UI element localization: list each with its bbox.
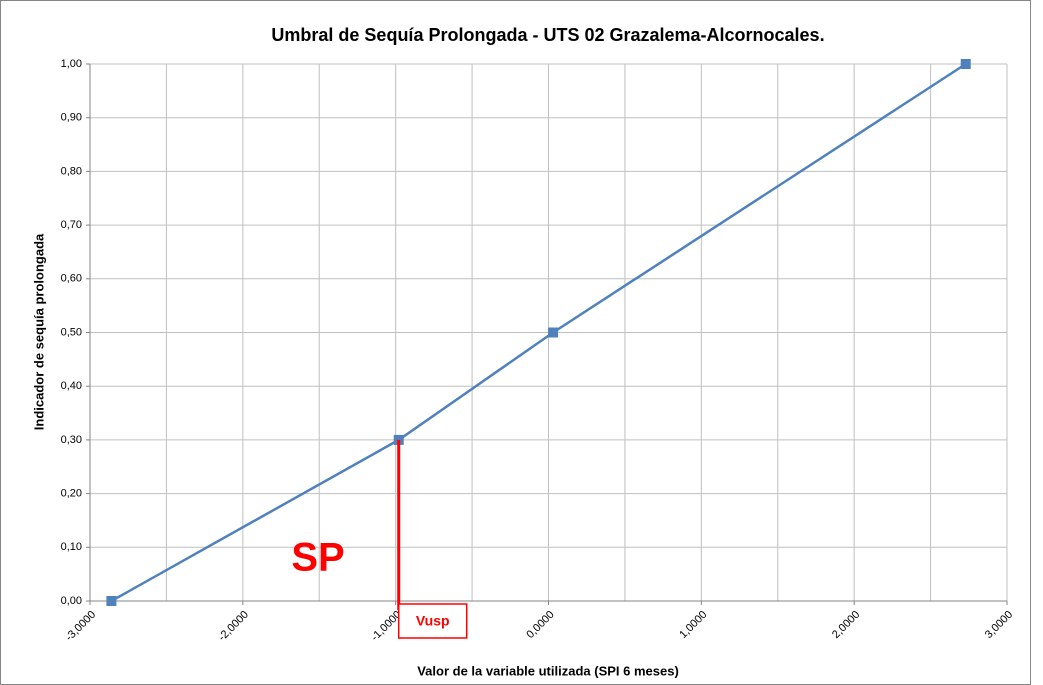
series-marker: [548, 327, 559, 338]
y-tick-label: 0,80: [61, 165, 82, 177]
y-tick-label: 0,10: [61, 541, 82, 553]
y-axis-label: Indicador de sequía prolongada: [31, 233, 46, 430]
y-tick-label: 0,00: [61, 595, 82, 607]
series-marker: [960, 59, 971, 69]
y-tick-label: 0,90: [61, 112, 82, 124]
y-tick-label: 0,20: [61, 488, 82, 500]
y-tick-label: 0,60: [61, 273, 82, 285]
annotation-box: [397, 603, 468, 639]
series-line: [110, 62, 967, 603]
y-tick-label: 0,50: [61, 326, 82, 338]
y-tick-label: 0,70: [61, 219, 82, 231]
annotation: SP: [291, 536, 344, 580]
chart-title: Umbral de Sequía Prolongada - UTS 02 Gra…: [271, 25, 824, 45]
x-axis-label: Valor de la variable utilizada (SPI 6 me…: [417, 663, 679, 678]
y-tick-label: 0,30: [61, 434, 82, 446]
series-marker: [106, 596, 117, 606]
annotation: Vusp: [416, 613, 450, 629]
y-tick-label: 1,00: [61, 58, 82, 70]
y-tick-label: 0,40: [61, 380, 82, 392]
